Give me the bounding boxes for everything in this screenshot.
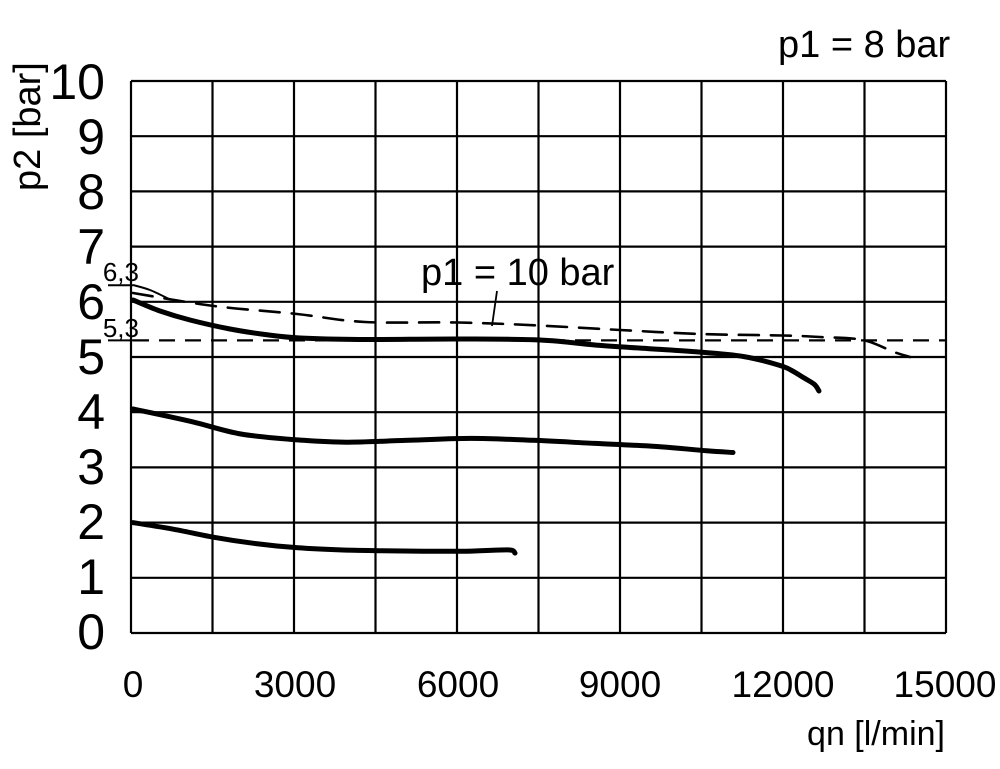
svg-text:p2 [bar]: p2 [bar]	[7, 62, 49, 191]
svg-text:6000: 6000	[417, 664, 499, 705]
svg-text:9: 9	[77, 109, 105, 165]
svg-text:6,3: 6,3	[103, 257, 139, 287]
svg-text:12000: 12000	[732, 664, 835, 705]
svg-text:0: 0	[123, 664, 144, 705]
svg-text:8: 8	[77, 164, 105, 220]
svg-text:5: 5	[77, 329, 105, 385]
svg-text:15000: 15000	[894, 664, 997, 705]
svg-text:3: 3	[77, 439, 105, 495]
svg-text:3000: 3000	[254, 664, 336, 705]
svg-text:10: 10	[49, 54, 105, 110]
svg-text:6: 6	[77, 274, 105, 330]
svg-text:qn [l/min]: qn [l/min]	[807, 715, 945, 753]
svg-text:p1 = 10 bar: p1 = 10 bar	[421, 252, 615, 294]
svg-text:p1 = 8 bar: p1 = 8 bar	[778, 24, 951, 66]
svg-text:0: 0	[77, 604, 105, 660]
svg-text:4: 4	[77, 384, 105, 440]
svg-text:7: 7	[77, 219, 105, 275]
svg-text:5,3: 5,3	[103, 313, 139, 343]
svg-text:1: 1	[77, 549, 105, 605]
svg-text:9000: 9000	[579, 664, 661, 705]
svg-text:2: 2	[77, 494, 105, 550]
